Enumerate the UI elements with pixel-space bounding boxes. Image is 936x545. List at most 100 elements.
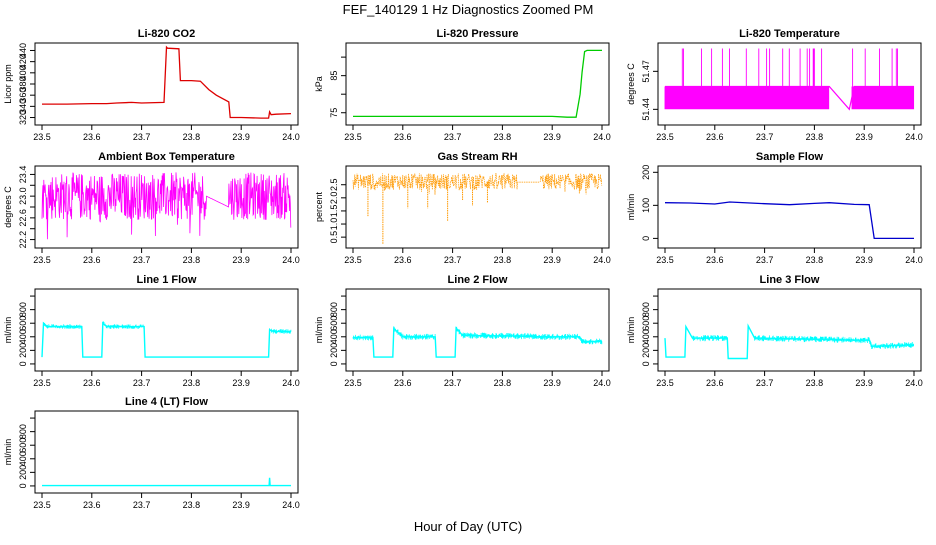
y-axis-label: degrees C (626, 63, 636, 105)
series-line (42, 477, 291, 487)
x-tick-label: 24.0 (905, 378, 923, 388)
chart-panel-1: Li-820 CO2 Licor ppm 23.5 23.6 23.7 23.8 23.9 2… (3, 28, 300, 142)
series-group (352, 172, 603, 244)
series-group (42, 477, 291, 487)
series-group (352, 326, 603, 358)
panel-title: Li-820 Pressure (437, 28, 519, 40)
x-tick-label: 24.0 (593, 378, 611, 388)
chart-panel-2: Li-820 Pressure kPa 23.5 23.6 23.7 23.8 23.9 24… (314, 28, 611, 142)
y-tick-label: 800 (641, 302, 651, 317)
y-tick-label: 51.44 (641, 98, 651, 121)
y-tick-label: 600 (18, 316, 28, 331)
x-tick-label: 23.6 (394, 378, 412, 388)
series-line (41, 321, 291, 358)
y-tick-label: 22.2 (18, 231, 28, 249)
x-tick-label: 23.7 (133, 255, 151, 265)
y-tick-label: 800 (329, 302, 339, 317)
series-group (353, 49, 602, 118)
y-axis-label: Licor ppm (3, 64, 13, 104)
y-tick-label: 1.0 (329, 218, 339, 231)
y-tick-label: 85 (329, 71, 339, 81)
y-tick-label: 380 (18, 76, 28, 91)
panel-title: Line 1 Flow (137, 274, 197, 286)
chart-panel-10: Line 4 (LT) Flow ml/min 23.5 23.6 23.7 23.8 23… (3, 396, 300, 510)
x-tick-label: 23.8 (183, 378, 201, 388)
y-tick-label: 2.5 (329, 178, 339, 191)
x-tick-label: 23.7 (444, 378, 462, 388)
x-tick-label: 23.8 (806, 255, 824, 265)
x-tick-label: 23.6 (706, 132, 724, 142)
x-tick-label: 23.7 (444, 132, 462, 142)
x-tick-label: 23.6 (83, 132, 101, 142)
y-tick-label: 23.0 (18, 187, 28, 205)
panel-title: Sample Flow (756, 151, 824, 163)
series-line (353, 49, 602, 118)
y-tick-label: 200 (18, 465, 28, 480)
series-noise (664, 48, 915, 110)
x-tick-label: 24.0 (282, 500, 300, 510)
y-tick-label: 440 (18, 43, 28, 58)
x-tick-label: 23.5 (33, 255, 51, 265)
series-line (665, 85, 914, 111)
series-noise (352, 172, 603, 195)
y-tick-label: 0.5 (329, 231, 339, 244)
x-tick-label: 23.5 (656, 378, 674, 388)
x-tick-label: 23.5 (656, 132, 674, 142)
x-tick-label: 23.9 (232, 500, 250, 510)
y-tick-label: 200 (18, 343, 28, 358)
x-tick-label: 23.9 (855, 255, 873, 265)
x-tick-label: 23.6 (394, 132, 412, 142)
plot-frame (34, 410, 299, 494)
x-tick-label: 23.7 (756, 132, 774, 142)
x-tick-label: 23.5 (344, 255, 362, 265)
series-group (42, 45, 292, 119)
y-tick-label: 0 (18, 483, 28, 488)
x-tick-label: 23.8 (183, 500, 201, 510)
series-noise (352, 326, 603, 345)
x-tick-label: 24.0 (593, 255, 611, 265)
y-tick-label: 800 (18, 302, 28, 317)
plot-frame (345, 288, 610, 372)
chart-panel-3: Li-820 Temperature degrees C 23.5 23.6 23.7 2… (626, 28, 923, 142)
series-line (42, 45, 292, 119)
figure-xlabel: Hour of Day (UTC) (414, 519, 522, 534)
chart-panel-6: Sample Flow ml/min 23.5 23.6 23.7 23.8 23.9 24.… (626, 151, 923, 265)
y-tick-label: 23.4 (18, 166, 28, 184)
y-tick-label: 200 (641, 343, 651, 358)
x-tick-label: 24.0 (282, 378, 300, 388)
series-line (353, 326, 602, 358)
y-axis-label: ml/min (626, 194, 636, 221)
x-tick-label: 24.0 (905, 255, 923, 265)
chart-panel-8: Line 2 Flow ml/min 23.5 23.6 23.7 23.8 23.9 24.… (314, 274, 611, 388)
panel-title: Line 2 Flow (448, 274, 508, 286)
y-axis-label: kPa (314, 76, 324, 92)
x-tick-label: 23.6 (706, 378, 724, 388)
panel-title: Gas Stream RH (437, 151, 517, 163)
plot-frame (657, 42, 922, 126)
panel-title: Li-820 Temperature (739, 28, 840, 40)
y-tick-label: 75 (329, 108, 339, 118)
x-tick-label: 23.9 (543, 378, 561, 388)
y-tick-label: 400 (18, 65, 28, 80)
x-tick-label: 23.7 (133, 500, 151, 510)
y-tick-label: 0 (329, 361, 339, 366)
y-tick-label: 1.5 (329, 205, 339, 218)
x-tick-label: 23.5 (33, 378, 51, 388)
plot-frame (34, 288, 299, 372)
y-tick-label: 22.6 (18, 209, 28, 227)
x-tick-label: 23.5 (33, 500, 51, 510)
chart-panel-9: Line 3 Flow ml/min 23.5 23.6 23.7 23.8 23.9 24.… (626, 274, 923, 388)
x-tick-label: 23.9 (232, 255, 250, 265)
y-tick-label: 200 (641, 165, 651, 180)
x-tick-label: 23.8 (494, 132, 512, 142)
y-tick-label: 0 (18, 361, 28, 366)
x-tick-label: 23.5 (656, 255, 674, 265)
x-tick-label: 24.0 (282, 132, 300, 142)
panel-title: Line 4 (LT) Flow (125, 396, 208, 408)
y-axis-label: ml/min (626, 317, 636, 344)
x-tick-label: 23.9 (543, 132, 561, 142)
x-tick-label: 23.7 (133, 378, 151, 388)
series-noise (43, 321, 292, 334)
